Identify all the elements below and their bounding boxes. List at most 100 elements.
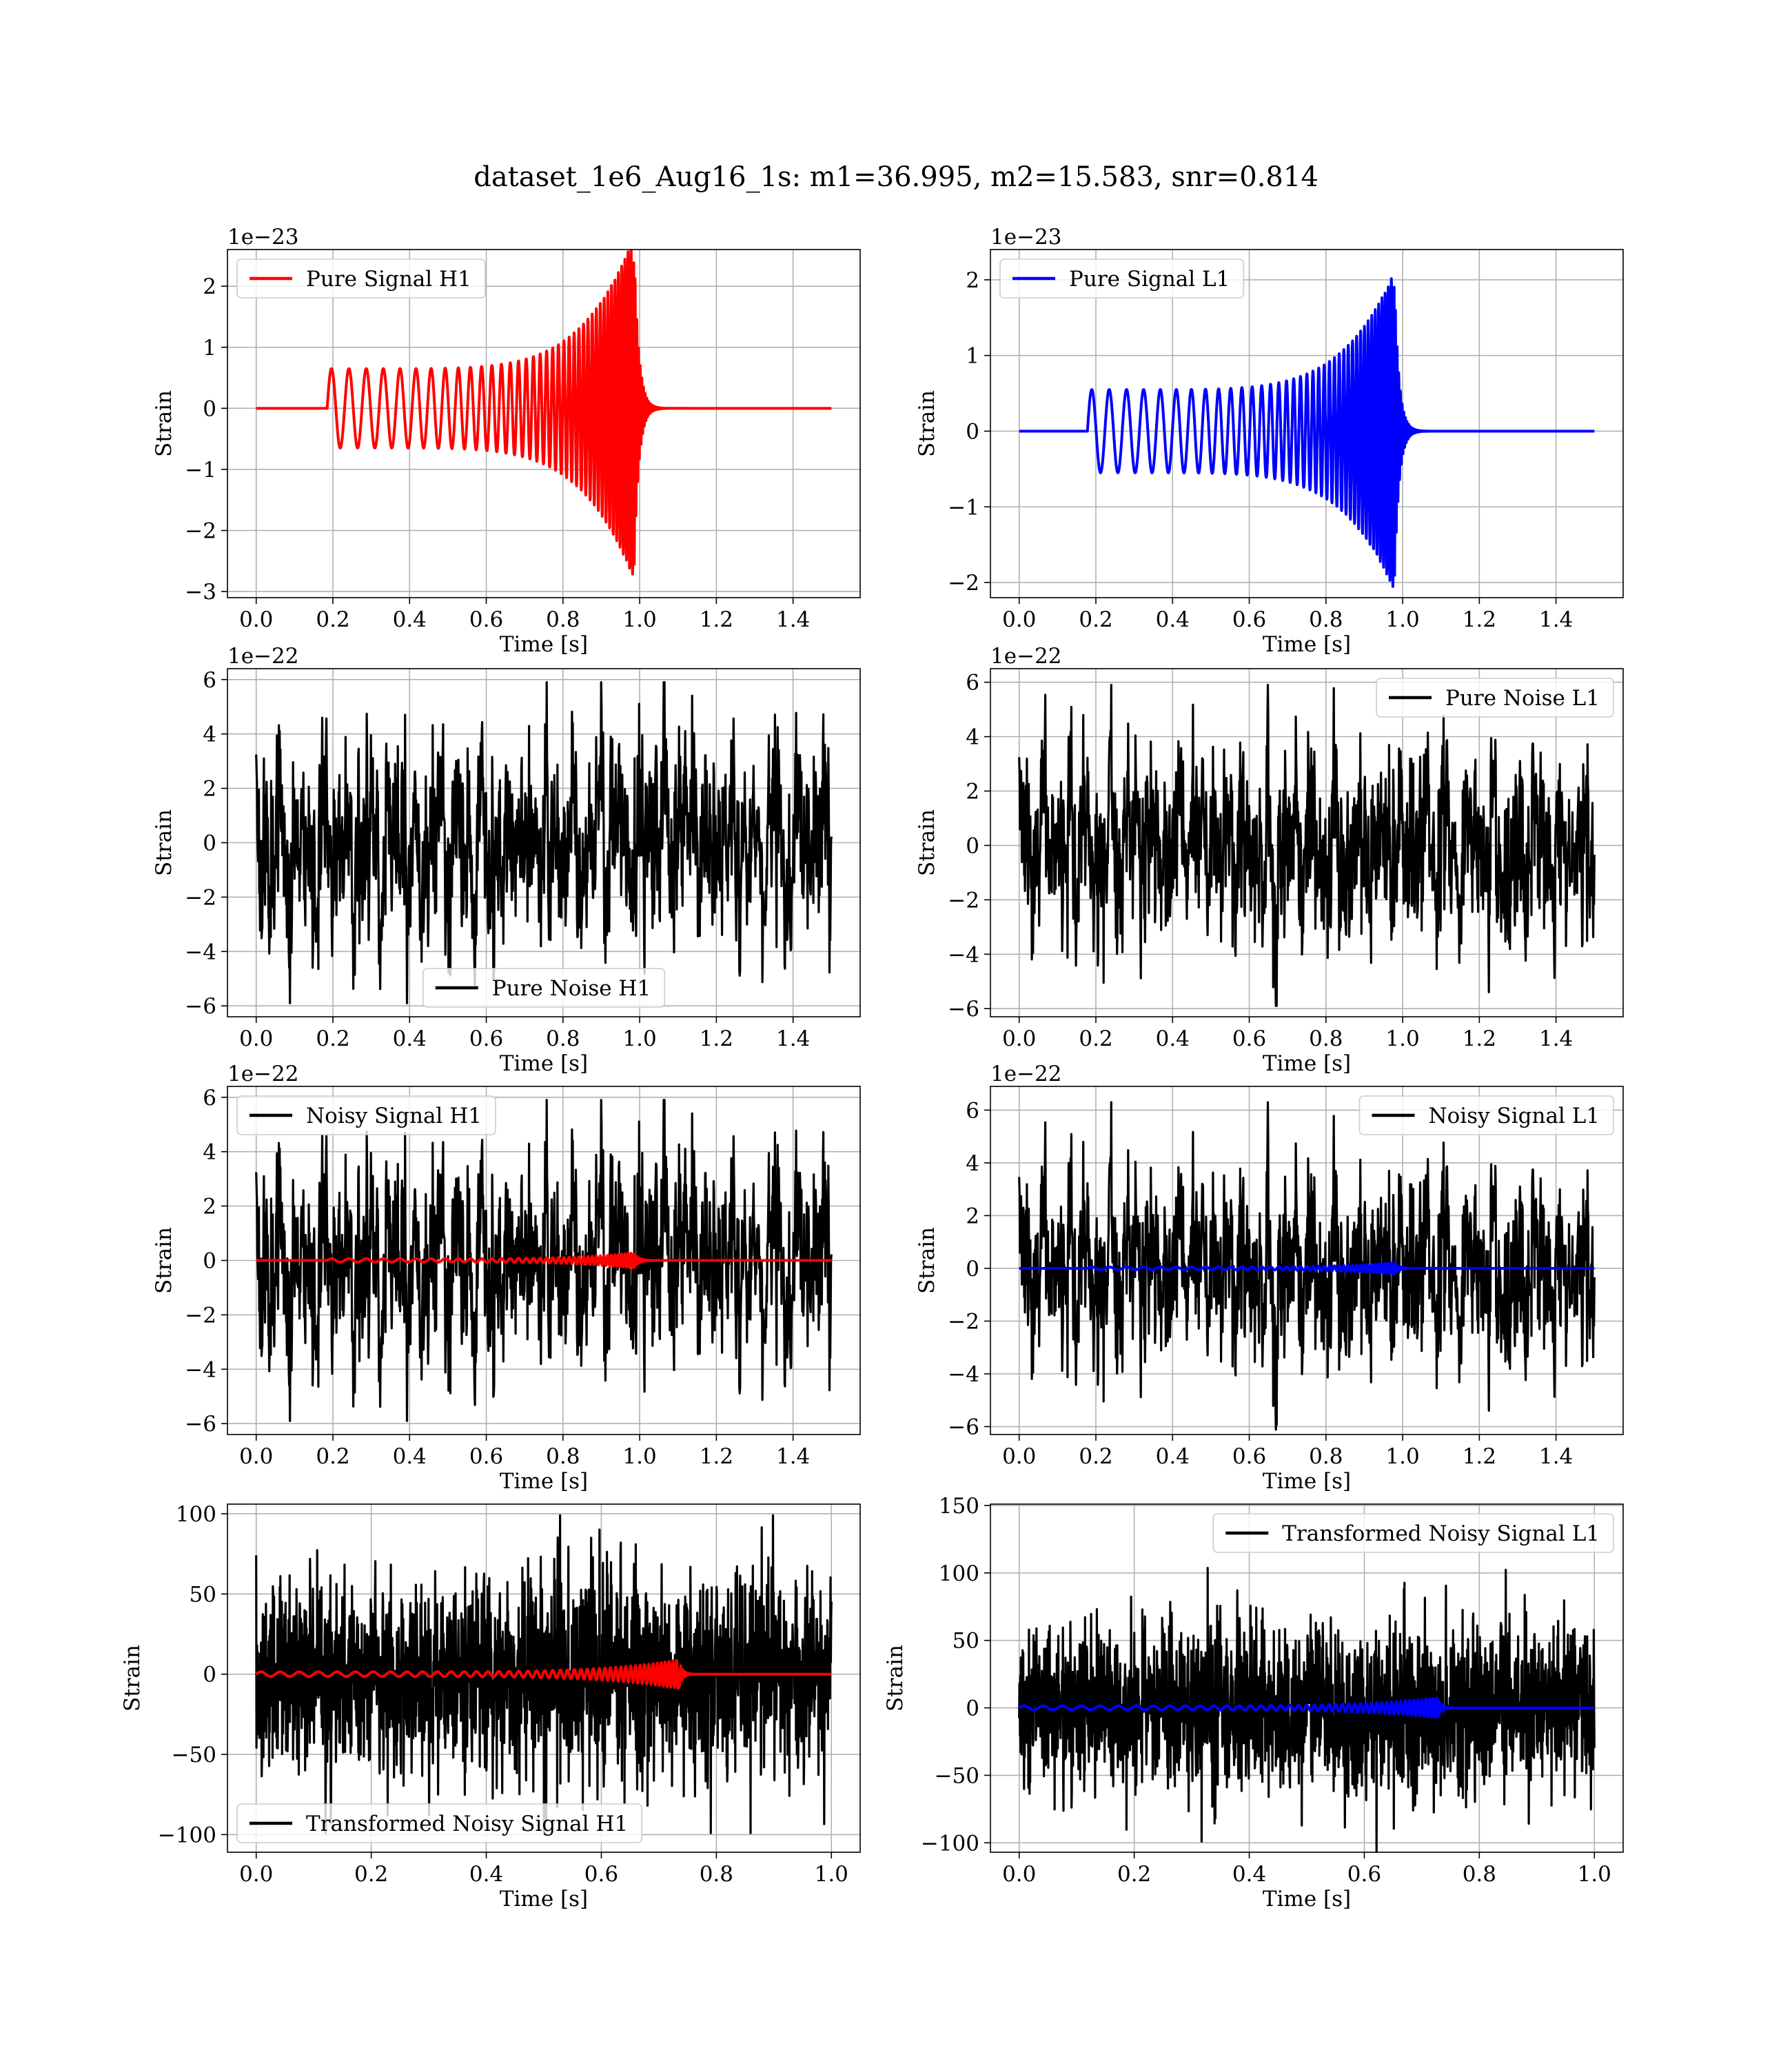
x-tick-label: 1.4 [776, 1026, 810, 1051]
legend-label: Pure Signal H1 [306, 267, 471, 292]
y-tick-label: 100 [939, 1561, 979, 1586]
x-tick-label: 0.0 [239, 1862, 273, 1887]
x-axis-label: Time [s] [500, 1887, 588, 1912]
legend-box [422, 968, 666, 1008]
grid [227, 250, 860, 598]
y-tick-label: 150 [939, 1494, 979, 1519]
y-axis-label: Strain [152, 809, 176, 876]
x-tick-label: 1.0 [622, 607, 656, 632]
y-tick-label: 0 [966, 833, 979, 858]
x-tick-label: 0.6 [584, 1862, 618, 1887]
series-line-pure-signal-l1 [1018, 277, 1596, 588]
y-offset-text: 1e−23 [227, 225, 299, 250]
y-tick-label: −1 [185, 458, 216, 483]
y-tick-label: −6 [948, 1415, 979, 1440]
legend: Pure Signal H1 [236, 258, 486, 298]
x-tick-label: 1.0 [1578, 1862, 1611, 1887]
x-tick-label: 0.2 [316, 1026, 349, 1051]
series-line-transformed-noisy-signal-l1 [1018, 1567, 1596, 1852]
x-tick-label: 0.2 [1079, 1026, 1112, 1051]
x-tick-label: 0.0 [1002, 1862, 1036, 1887]
x-tick-label: 0.8 [546, 1444, 580, 1469]
legend-label: Noisy Signal H1 [306, 1104, 482, 1128]
y-tick-label: 50 [953, 1629, 979, 1654]
y-tick-label: −2 [185, 1303, 216, 1328]
y-tick-label: 4 [966, 725, 979, 750]
legend: Noisy Signal L1 [1358, 1095, 1614, 1135]
y-tick-label: 2 [203, 777, 216, 802]
x-tick-label: 0.8 [546, 607, 580, 632]
series-line-h1-template [255, 1659, 833, 1690]
legend-box [999, 258, 1245, 298]
x-tick-label: 0.4 [1156, 1026, 1190, 1051]
x-tick-label: 1.2 [700, 607, 733, 632]
y-tick-label: 2 [966, 780, 979, 804]
x-tick-label: 0.4 [1156, 1444, 1190, 1469]
legend: Pure Noise L1 [1376, 678, 1614, 718]
x-tick-label: 0.6 [469, 1444, 503, 1469]
series-line-pure-noise-l1 [1018, 684, 1596, 1007]
axes-frame [227, 249, 861, 598]
x-tick-label: 0.4 [469, 1862, 503, 1887]
x-axis-label: Time [s] [500, 1051, 588, 1076]
y-axis-label: Strain [915, 809, 939, 876]
x-axis-label: Time [s] [1263, 1051, 1351, 1076]
x-tick-label: 0.4 [393, 607, 427, 632]
x-tick-label: 0.6 [1232, 1026, 1266, 1051]
axes-frame [990, 1503, 1624, 1853]
panel-pure-noise-h1: 0.0 0.2 0.4 0.6 0.8 1.0 1.2 1.4 −6 −4 −2 0 2 4 6 Time [… [152, 644, 861, 1076]
y-offset-text: 1e−22 [990, 644, 1062, 669]
panel-transformed-noisy-signal-l1: 0.0 0.2 0.4 0.6 0.8 1.0 −100 −50 0 50 100 150 Time [… [883, 1494, 1624, 1912]
y-tick-label: 2 [966, 1204, 979, 1228]
y-tick-label: 50 [190, 1582, 216, 1607]
panel-pure-signal-l1: 0.0 0.2 0.4 0.6 0.8 1.0 1.2 1.4 −2 −1 0 1 2 Time [s] S… [915, 225, 1624, 657]
y-tick-label: −50 [935, 1763, 979, 1788]
x-tick-label: 0.4 [393, 1444, 427, 1469]
x-axis-label: Time [s] [1263, 1887, 1351, 1912]
y-tick-label: −6 [948, 997, 979, 1022]
y-tick-label: −100 [921, 1831, 979, 1856]
y-tick-label: −50 [172, 1743, 216, 1767]
x-tick-label: 1.0 [1385, 607, 1419, 632]
axes-frame [990, 249, 1624, 598]
legend: Transformed Noisy Signal L1 [1212, 1513, 1614, 1553]
y-tick-label: 1 [966, 344, 979, 369]
series-line-pure-noise-h1 [255, 681, 833, 1004]
series-line-transformed-noisy-signal-h1 [255, 1514, 833, 1834]
y-tick-label: 6 [203, 668, 216, 693]
x-tick-label: 0.2 [354, 1862, 388, 1887]
y-tick-label: 100 [176, 1502, 216, 1527]
y-offset-text: 1e−22 [990, 1062, 1062, 1086]
x-axis-label: Time [s] [500, 632, 588, 657]
series-line-noisy-signal-h1 [255, 1099, 833, 1422]
x-tick-label: 0.0 [239, 1444, 273, 1469]
y-tick-label: 2 [203, 1195, 216, 1219]
series-line-l1-template [1018, 1261, 1596, 1275]
x-tick-label: 0.8 [1309, 607, 1343, 632]
y-tick-label: 0 [203, 396, 216, 421]
x-tick-label: 0.0 [1002, 607, 1036, 632]
panel-transformed-noisy-signal-h1: 0.0 0.2 0.4 0.6 0.8 1.0 −100 −50 0 50 100 Time [s] S… [120, 1502, 861, 1912]
series-line-l1-template [1018, 1696, 1596, 1719]
y-tick-label: 0 [966, 1257, 979, 1281]
x-tick-label: 1.0 [1385, 1444, 1419, 1469]
y-tick-label: 6 [966, 671, 979, 696]
y-tick-label: −2 [948, 1309, 979, 1334]
y-tick-label: −4 [948, 1362, 979, 1387]
x-tick-label: 0.8 [546, 1026, 580, 1051]
x-tick-label: 1.2 [700, 1444, 733, 1469]
legend: Pure Signal L1 [999, 258, 1245, 298]
y-tick-label: −2 [185, 885, 216, 910]
x-tick-label: 1.2 [1463, 607, 1496, 632]
y-tick-label: 0 [203, 1249, 216, 1274]
x-tick-label: 0.0 [1002, 1026, 1036, 1051]
legend-label: Noisy Signal L1 [1429, 1104, 1600, 1128]
legend-label: Pure Noise H1 [492, 976, 651, 1001]
x-tick-label: 1.2 [700, 1026, 733, 1051]
y-axis-label: Strain [152, 1227, 176, 1294]
figure-title: dataset_1e6_Aug16_1s: m1=36.995, m2=15.5… [474, 161, 1318, 193]
y-tick-label: 4 [203, 1140, 216, 1165]
x-tick-label: 0.4 [1232, 1862, 1266, 1887]
x-tick-label: 0.6 [1347, 1862, 1381, 1887]
y-tick-label: −4 [185, 940, 216, 964]
